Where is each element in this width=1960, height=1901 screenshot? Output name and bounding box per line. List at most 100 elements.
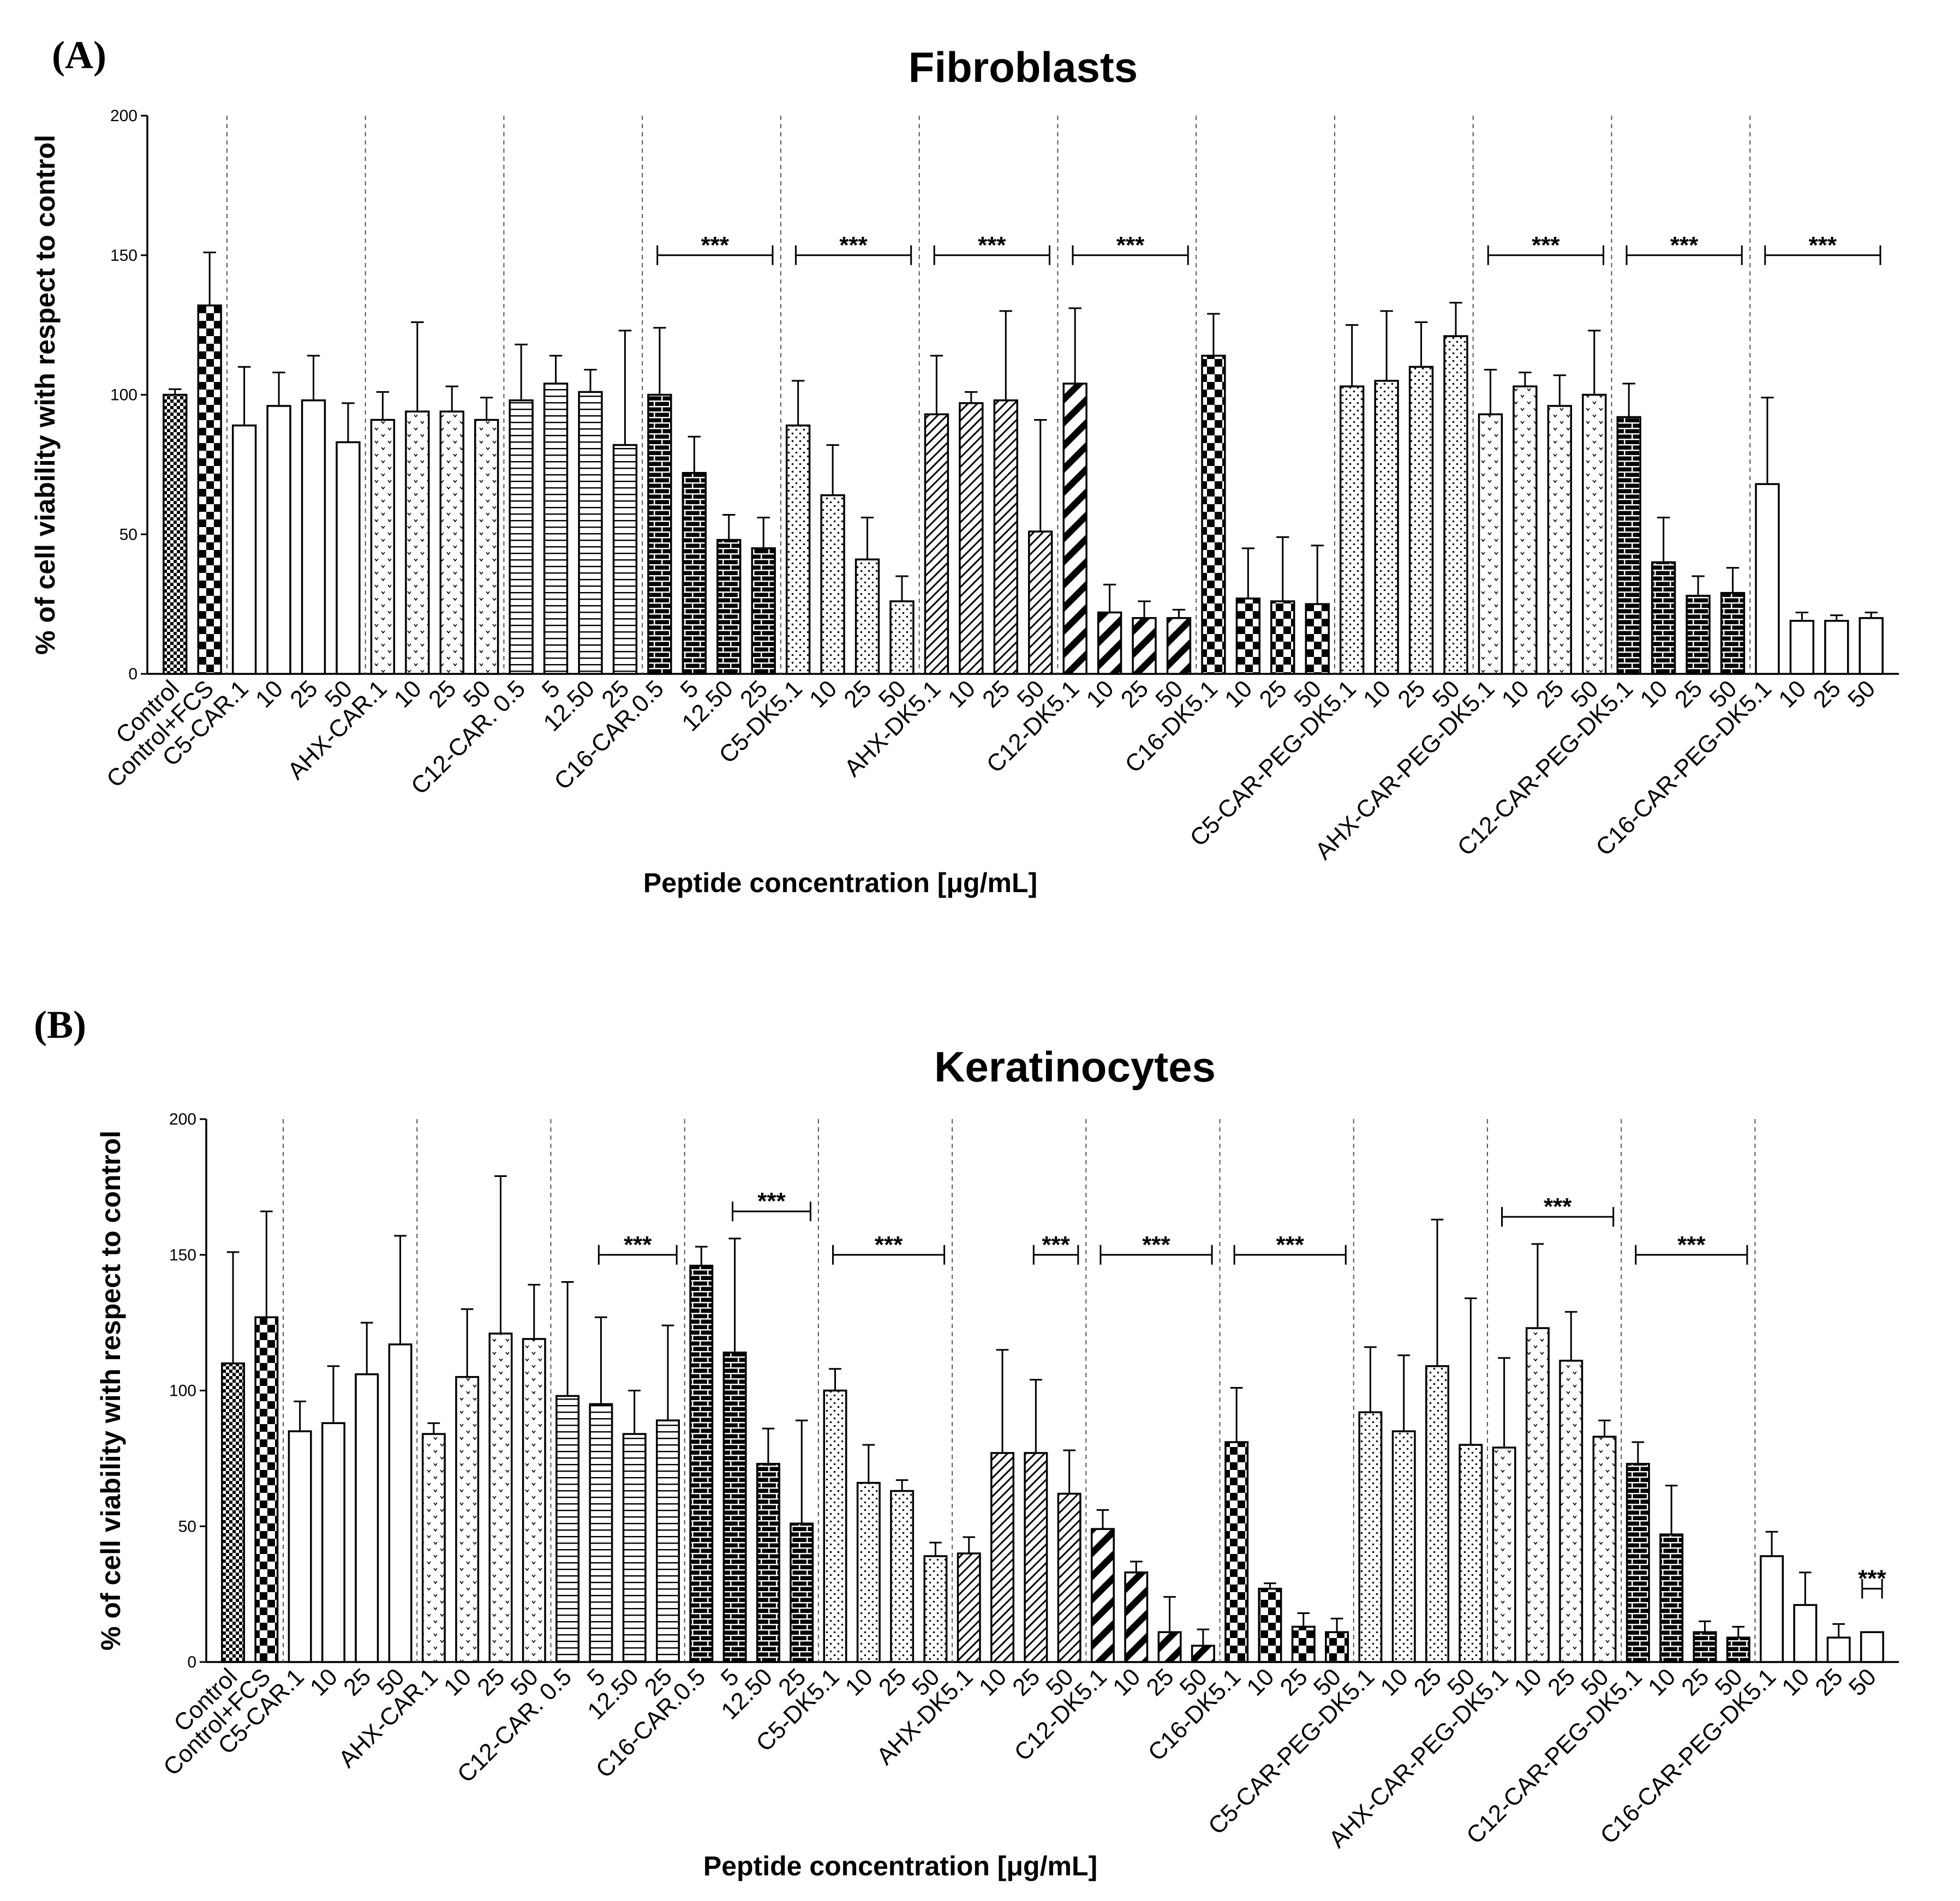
y-axis-label: % of cell viability with respect to cont…	[30, 135, 61, 655]
significance-bracket: ***	[1501, 1193, 1615, 1227]
bar	[656, 1419, 680, 1663]
x-tick-label: 10	[1773, 675, 1811, 713]
significance-stars: ***	[1042, 1232, 1070, 1258]
x-tick-label: 25	[1275, 1663, 1313, 1701]
bar	[370, 419, 396, 675]
x-tick-label: 50	[1844, 1663, 1881, 1701]
bar	[990, 1452, 1015, 1663]
x-tick-label: 25	[423, 675, 461, 713]
x-tick-label: 25	[1670, 675, 1707, 713]
bar	[1860, 1631, 1884, 1663]
x-tick-label: 10	[439, 1663, 476, 1701]
significance-bracket: ***	[1858, 1565, 1887, 1599]
significance-stars: ***	[1532, 232, 1560, 259]
bar	[1859, 617, 1884, 675]
x-tick-label: 25	[977, 675, 1015, 713]
significance-bracket: ***	[832, 1232, 946, 1265]
bar	[405, 410, 430, 675]
y-axis-label: % of cell viability with respect to cont…	[95, 1131, 126, 1651]
bar	[959, 402, 984, 675]
bar	[578, 391, 603, 675]
bar	[823, 1389, 847, 1663]
bar	[1358, 1411, 1383, 1663]
keratinocytes-chart: (B) Keratinocytes 0 50 100 150 200 % of cell vi…	[34, 1003, 1899, 1881]
bar	[421, 1433, 446, 1663]
bar	[1492, 1446, 1516, 1663]
bar	[889, 600, 915, 675]
bar	[1686, 595, 1711, 675]
x-tick-label: 10	[1509, 1663, 1547, 1701]
significance-bracket: ***	[794, 232, 912, 265]
bar	[790, 1522, 814, 1663]
x-tick-label: 25	[472, 1663, 510, 1701]
x-tick-label: 25	[285, 675, 322, 713]
significance-bracket: ***	[732, 1188, 811, 1222]
bar	[751, 547, 776, 675]
bar	[1132, 617, 1157, 675]
bar	[1616, 416, 1641, 675]
bar	[254, 1316, 279, 1663]
bar	[543, 382, 569, 675]
x-tick-label: 10	[1643, 1663, 1681, 1701]
bar	[1789, 620, 1815, 675]
significance-stars: ***	[1116, 232, 1145, 259]
y-tick-label: 150	[110, 247, 138, 265]
bar	[1582, 393, 1607, 675]
x-tick-label: 10	[1358, 675, 1396, 713]
panel-label: (B)	[34, 1003, 86, 1047]
x-tick-label: 25	[839, 675, 876, 713]
x-tick-label: 10	[840, 1663, 878, 1701]
bar	[1124, 1571, 1149, 1663]
bar	[1547, 405, 1572, 675]
significance-bracket: ***	[933, 232, 1050, 265]
bar	[1191, 1645, 1215, 1663]
x-tick-label: 10	[250, 675, 288, 713]
bar	[1626, 1463, 1650, 1663]
x-tick-label: 25	[1810, 1663, 1848, 1701]
x-tick-label: 10	[1108, 1663, 1145, 1701]
significance-bracket: ***	[1764, 232, 1881, 265]
x-tick-label: 10	[943, 675, 981, 713]
bar	[1459, 1444, 1483, 1663]
x-tick-label: 10	[305, 1663, 343, 1701]
significance-bracket: ***	[1099, 1232, 1213, 1265]
bar	[612, 444, 638, 675]
chart-title: Fibroblasts	[909, 43, 1138, 91]
bar	[1425, 1365, 1449, 1663]
panel-b-keratinocytes: (B) Keratinocytes 0 50 100 150 200 % of cell vi…	[0, 950, 1960, 1901]
significance-bracket: ***	[1072, 232, 1189, 265]
bar	[1201, 355, 1226, 675]
x-tick-label: 25	[1808, 675, 1846, 713]
bar	[716, 539, 742, 675]
bar	[1258, 1587, 1282, 1663]
bar	[1305, 603, 1330, 675]
bar	[1826, 1636, 1851, 1663]
bar	[1028, 530, 1053, 675]
bar	[388, 1343, 413, 1663]
bar	[924, 413, 949, 675]
x-tick-label: 10	[1777, 1663, 1814, 1701]
bar	[1097, 611, 1122, 675]
x-tick-label: 10	[1376, 1663, 1413, 1701]
significance-stars: ***	[1276, 1232, 1305, 1258]
bar	[785, 425, 811, 675]
bar	[1651, 561, 1676, 675]
x-tick-label: 10	[1497, 675, 1534, 713]
x-tick-label: 10	[1241, 1663, 1279, 1701]
bar	[439, 410, 464, 675]
bar	[856, 1481, 881, 1663]
bar	[221, 1362, 246, 1663]
bar	[163, 393, 188, 675]
bar	[1235, 597, 1261, 675]
x-tick-label: 25	[1007, 1663, 1045, 1701]
bar	[355, 1373, 379, 1663]
significance-stars: ***	[875, 1232, 903, 1258]
significance-stars: ***	[1670, 232, 1699, 259]
bar	[321, 1422, 345, 1663]
bar	[509, 399, 534, 675]
significance-stars: ***	[839, 232, 868, 259]
bar	[197, 304, 222, 675]
